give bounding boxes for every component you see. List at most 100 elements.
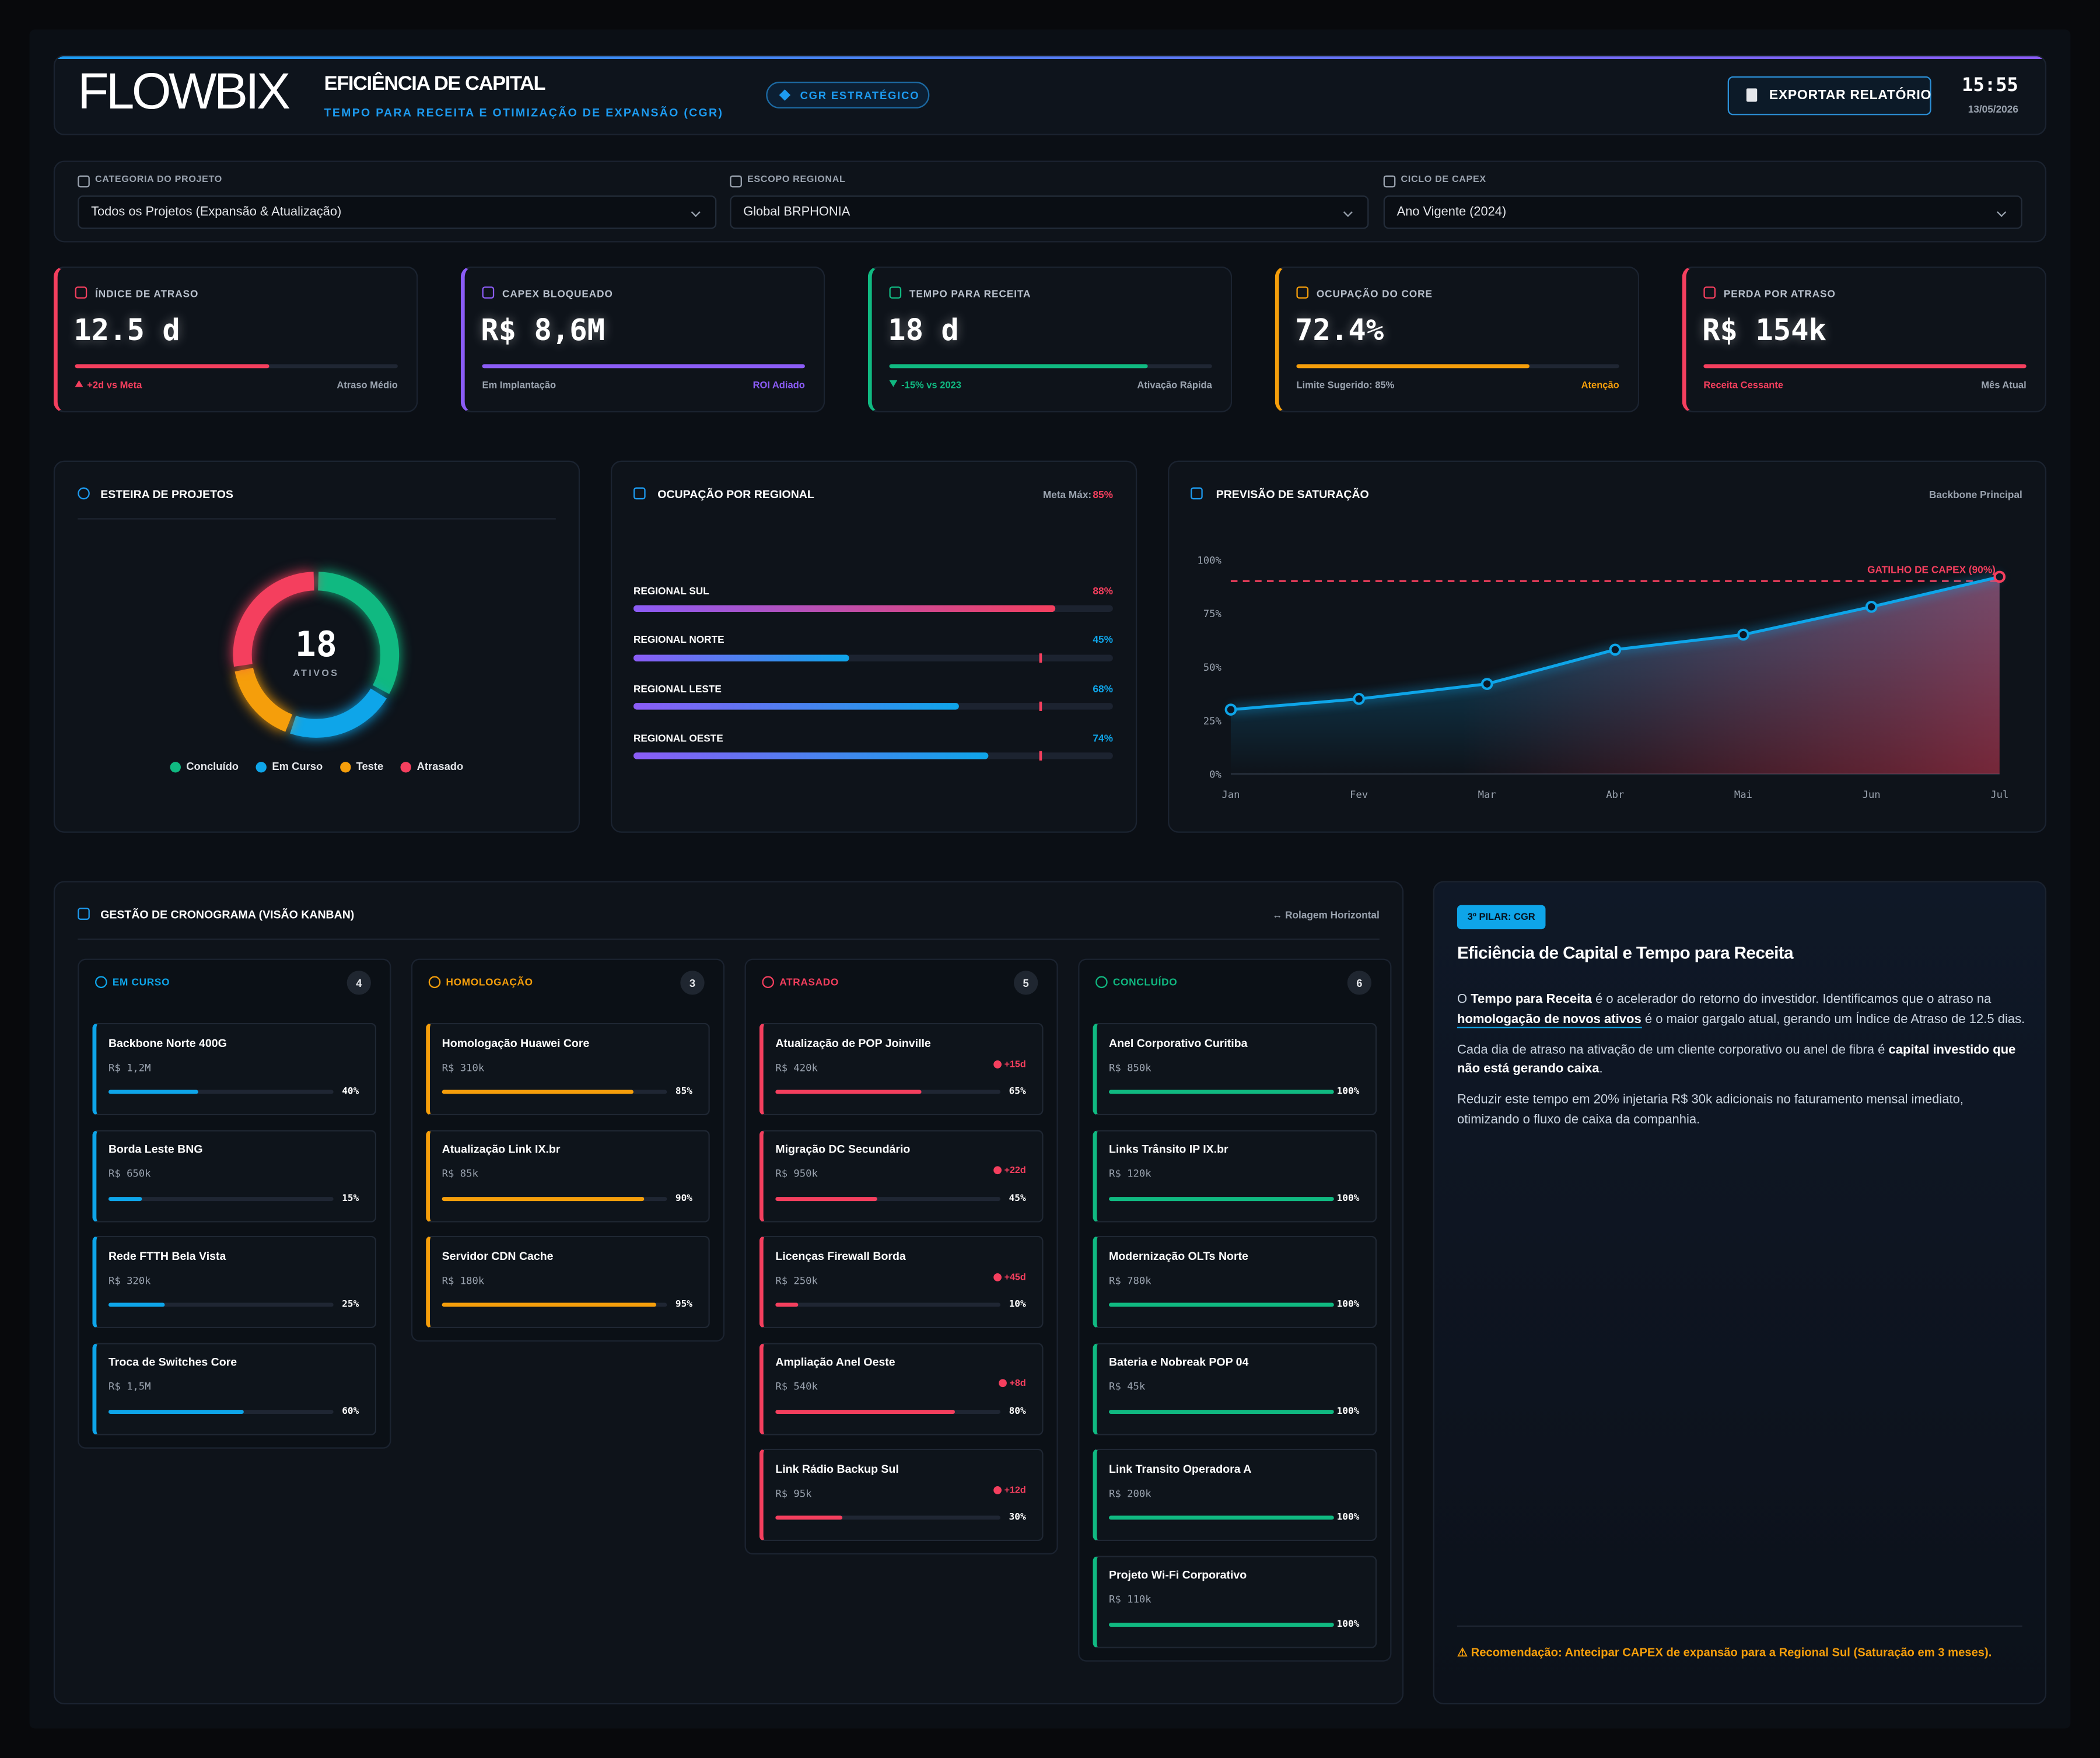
kpi-value: 12.5 d	[74, 314, 180, 348]
card-bar	[108, 1302, 165, 1307]
filter-select[interactable]: Ano Vigente (2024)	[1383, 195, 2022, 229]
x-tick-label: Fev	[1349, 787, 1368, 800]
card-capex: R$ 950k	[775, 1167, 818, 1180]
card-bar	[1109, 1409, 1334, 1413]
y-tick-label: 75%	[1203, 607, 1222, 619]
kpi-status: Mês Atual	[1981, 378, 2027, 391]
x-tick-label: Mai	[1734, 787, 1753, 800]
bar-value: 74%	[1093, 731, 1113, 744]
y-tick-label: 50%	[1203, 660, 1222, 673]
bar	[633, 752, 989, 759]
text-run: é o acelerador do retorno do investidor.…	[1591, 992, 1992, 1007]
kanban-card[interactable]	[759, 1342, 1044, 1435]
kpi-note: Limite Sugerido: 85%	[1296, 378, 1395, 391]
card-bar	[1109, 1622, 1334, 1626]
bar-value: 68%	[1093, 682, 1113, 695]
time: 15:55	[1962, 74, 2018, 96]
export-text: EXPORTAR RELATÓRIO	[1769, 88, 1932, 103]
card-progress: 15%	[342, 1192, 359, 1204]
donut-segment	[233, 572, 314, 667]
paragraph: Cada dia de atraso na ativação de um cli…	[1457, 1041, 2025, 1081]
chart-canvas	[1224, 570, 2006, 775]
card-progress: 40%	[342, 1086, 359, 1097]
kanban-card[interactable]	[1093, 1342, 1377, 1435]
kanban-card[interactable]	[92, 1022, 377, 1116]
divider	[78, 938, 1380, 940]
card-bar	[775, 1090, 922, 1094]
kpi-value: 72.4%	[1295, 314, 1384, 348]
text-run: Cada dia de atraso na ativação de um cli…	[1457, 1042, 1889, 1057]
kanban-card[interactable]	[1093, 1129, 1377, 1222]
icon	[78, 908, 90, 920]
x-tick-label: Mar	[1478, 787, 1496, 800]
chevron	[1997, 207, 2007, 217]
export-button[interactable]: EXPORTAR RELATÓRIO	[1727, 76, 1932, 115]
card-name: Backbone Norte 400G	[108, 1036, 227, 1050]
divider	[78, 518, 556, 520]
x-tick-label: Abr	[1606, 787, 1625, 800]
legend-swatch	[170, 761, 181, 772]
legend: Concluído Em Curso Teste Atrasado	[54, 761, 580, 773]
kanban-card[interactable]	[92, 1235, 377, 1329]
card-bar	[775, 1409, 956, 1413]
kanban-card[interactable]	[426, 1022, 710, 1116]
card-bar	[1109, 1196, 1334, 1200]
kpi-label: CAPEX BLOQUEADO	[502, 287, 613, 300]
card-delay: +22d	[993, 1167, 1026, 1178]
filter-select[interactable]: Todos os Projetos (Expansão & Atualizaçã…	[78, 195, 717, 229]
point	[1865, 600, 1878, 613]
kanban-card[interactable]	[759, 1129, 1044, 1222]
card-progress: 95%	[675, 1299, 692, 1310]
column-count-text: 5	[1023, 976, 1029, 989]
chart-title: PREVISÃO DE SATURAÇÃO	[1216, 487, 1369, 501]
card-capex: R$ 850k	[1109, 1061, 1152, 1073]
kanban-card[interactable]	[92, 1342, 377, 1435]
insight-panel	[1433, 881, 2047, 1705]
point	[1224, 703, 1237, 716]
text-run: Reduzir este tempo em 20% injetaria R$ 3…	[1457, 1092, 1964, 1127]
card-progress: 80%	[1009, 1405, 1026, 1417]
card-capex: R$ 180k	[442, 1274, 485, 1286]
icon	[428, 976, 441, 989]
card-progress: 85%	[675, 1086, 692, 1097]
kpi-status: Ativação Rápida	[1137, 378, 1212, 391]
icon	[1296, 286, 1309, 299]
chart-title: ESTEIRA DE PROJETOS	[100, 487, 233, 501]
insight-body: O Tempo para Receita é o acelerador do r…	[1457, 991, 2025, 1142]
card-progress: 25%	[342, 1299, 359, 1310]
filter-select[interactable]: Global BRPHONIA	[730, 195, 1369, 229]
card-name: Link Transito Operadora A	[1109, 1462, 1252, 1476]
card-name: Modernização OLTs Norte	[1109, 1249, 1248, 1263]
filter-value: Global BRPHONIA	[743, 205, 850, 220]
card-capex: R$ 250k	[775, 1274, 818, 1286]
card-capex: R$ 650k	[108, 1167, 151, 1180]
legend-swatch	[340, 761, 351, 772]
text-run: Tempo para Receita	[1471, 992, 1592, 1007]
kanban-card[interactable]	[1093, 1022, 1377, 1116]
y-tick-label: 0%	[1209, 768, 1222, 780]
card-track	[108, 1090, 334, 1094]
kanban-card[interactable]	[426, 1129, 710, 1222]
target-text: Meta Máx:	[1042, 488, 1092, 500]
column-title: HOMOLOGAÇÃO	[446, 976, 533, 989]
header-panel	[53, 55, 2047, 135]
legend-label: Em Curso	[272, 760, 323, 773]
kanban-title: GESTÃO DE CRONOGRAMA (VISÃO KANBAN)	[100, 908, 355, 922]
kanban-card[interactable]	[1093, 1235, 1377, 1329]
kanban-card[interactable]	[426, 1235, 710, 1329]
card-progress: 90%	[675, 1192, 692, 1204]
kanban-card[interactable]	[92, 1129, 377, 1222]
card-progress: 10%	[1009, 1299, 1026, 1310]
x-tick-label: Jan	[1222, 787, 1240, 800]
chart-subtitle: Backbone Principal	[1929, 488, 2022, 500]
card-name: Bateria e Nobreak POP 04	[1109, 1355, 1249, 1369]
kanban-card[interactable]	[1093, 1555, 1377, 1648]
card-name: Servidor CDN Cache	[442, 1249, 554, 1263]
card-track	[108, 1196, 334, 1200]
card-name: Migração DC Secundário	[775, 1142, 911, 1156]
card-progress: 60%	[342, 1405, 359, 1417]
area-overlay	[1230, 576, 2000, 774]
text-run: O	[1457, 992, 1471, 1007]
bar	[633, 703, 960, 710]
kanban-card[interactable]	[1093, 1448, 1377, 1542]
